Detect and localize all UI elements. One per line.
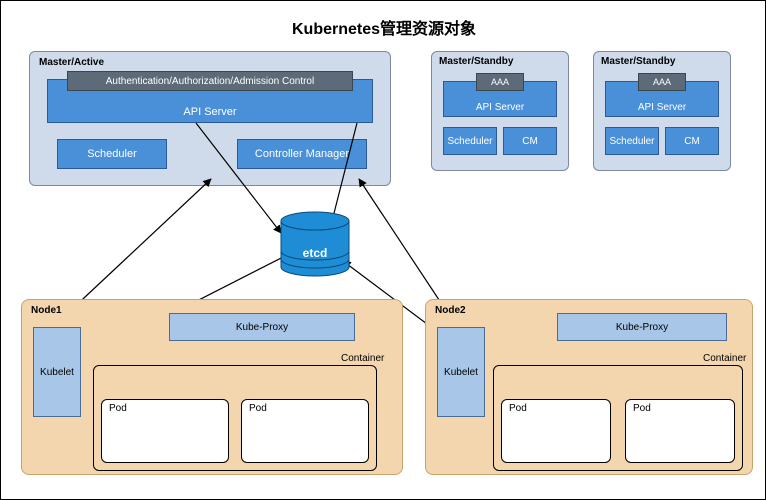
master-standby-title: Master/Standby xyxy=(601,56,675,67)
container-label: Container xyxy=(703,353,746,364)
api-server-label: API Server xyxy=(1,1,2,23)
etcd-shape: etcd xyxy=(281,212,349,276)
controller-manager: Controller Manager xyxy=(237,139,367,169)
standby-cm: CM xyxy=(665,127,719,155)
kube-proxy: Kube-Proxy xyxy=(169,313,355,341)
master-active-title: Master/Active xyxy=(39,57,104,68)
pod-label: Pod xyxy=(249,403,267,414)
master-standby-title: Master/Standby xyxy=(439,56,513,67)
page-title: Kubernetes管理资源对象 xyxy=(1,15,766,39)
kubelet: Kubelet xyxy=(437,327,485,417)
standby-scheduler: Scheduler xyxy=(605,127,659,155)
kubelet: Kubelet xyxy=(33,327,81,417)
standby-scheduler: Scheduler xyxy=(443,127,497,155)
scheduler: Scheduler xyxy=(57,139,167,169)
pod-label: Pod xyxy=(633,403,651,414)
container-label: Container xyxy=(341,353,384,364)
aaa-bar: Authentication/Authorization/Admission C… xyxy=(67,71,353,91)
kube-proxy: Kube-Proxy xyxy=(557,313,727,341)
standby-cm: CM xyxy=(503,127,557,155)
svg-text:etcd: etcd xyxy=(303,246,328,260)
pod-label: Pod xyxy=(509,403,527,414)
pod-label: Pod xyxy=(109,403,127,414)
node-title: Node1 xyxy=(31,305,62,316)
standby-aaa: AAA xyxy=(476,73,524,91)
standby-aaa: AAA xyxy=(638,73,686,91)
node-title: Node2 xyxy=(435,305,466,316)
